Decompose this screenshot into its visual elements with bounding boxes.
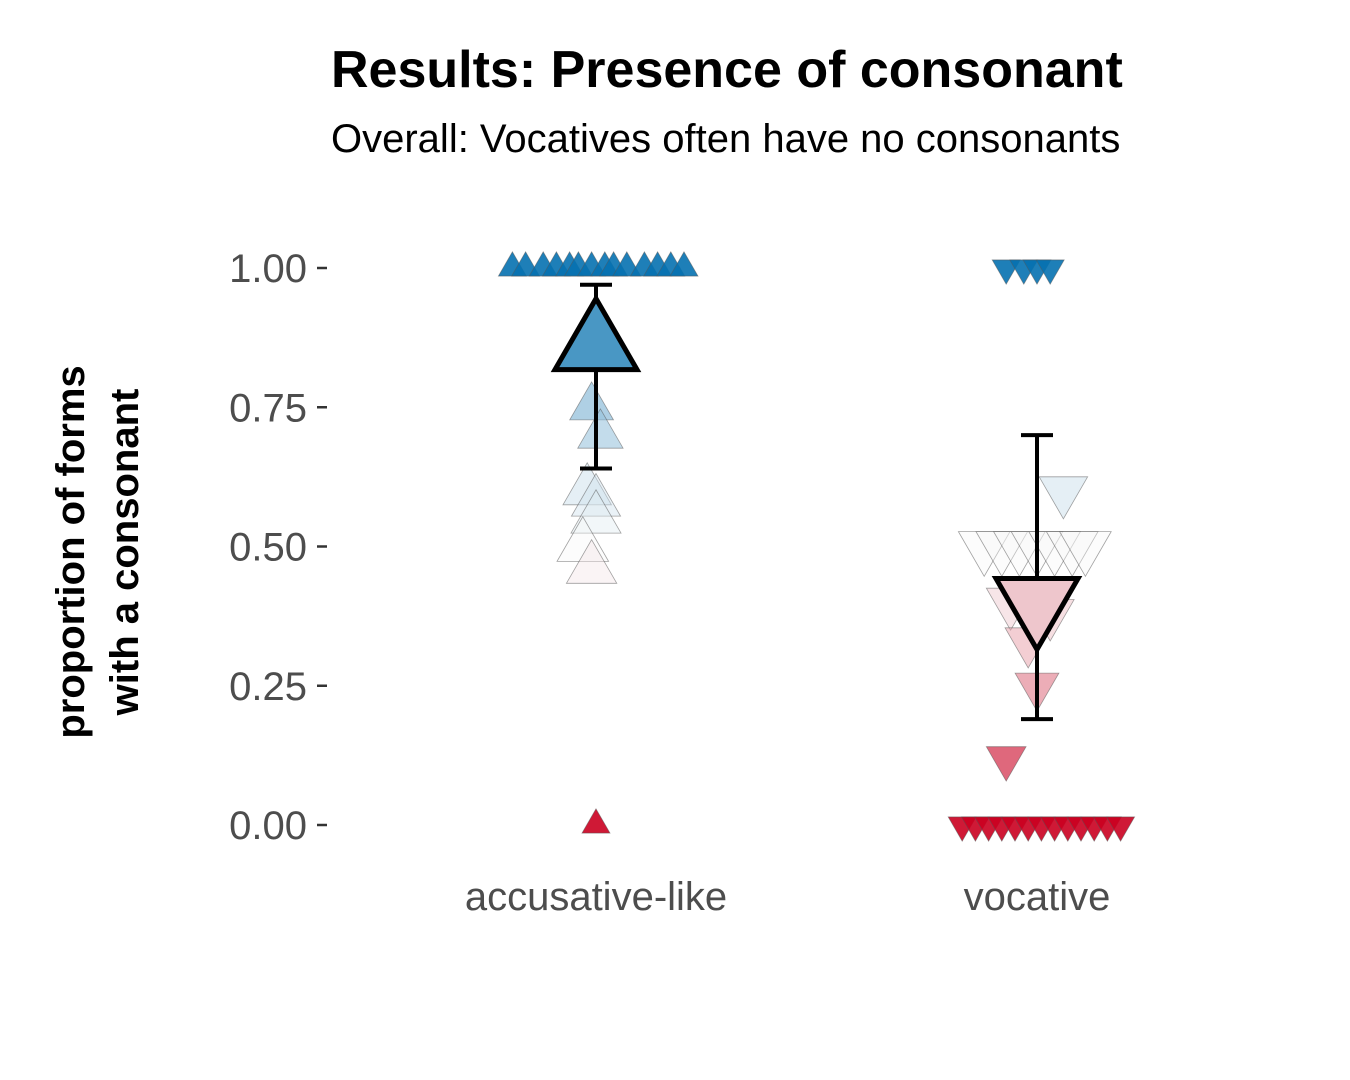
y-tick-label: 0.25 [229, 665, 307, 709]
x-axis: accusative-like vocative [465, 875, 1111, 919]
mean-marker [991, 576, 1083, 655]
data-point [556, 515, 610, 562]
data-point [577, 408, 624, 449]
y-axis: 0.00 0.25 0.50 0.75 1.00 [229, 247, 327, 848]
x-tick-label: accusative-like [465, 875, 727, 919]
data-point [565, 538, 618, 584]
y-tick-label: 0.75 [229, 386, 307, 430]
x-tick-label: vocative [964, 875, 1111, 919]
data-point [570, 488, 622, 534]
y-axis-label: proportion of forms with a consonant [49, 365, 147, 738]
data-point [581, 808, 611, 834]
summary-markers [550, 282, 1083, 722]
y-tick-label: 1.00 [229, 247, 307, 291]
data-point [1035, 259, 1065, 285]
data-point [569, 381, 615, 421]
data-point [1105, 816, 1136, 842]
y-tick-label: 0.00 [229, 804, 307, 848]
data-point [985, 746, 1027, 782]
y-axis-label-line: proportion of forms [49, 365, 93, 738]
data-point [570, 472, 622, 517]
y-tick-label: 0.50 [229, 526, 307, 570]
y-axis-label-line: with a consonant [103, 389, 147, 717]
data-point [669, 251, 699, 277]
data-point [1058, 531, 1112, 578]
mean-marker [550, 293, 642, 373]
chart-subtitle: Overall: Vocatives often have no consona… [331, 117, 1121, 161]
chart-title: Results: Presence of consonant [331, 41, 1123, 99]
data-points [497, 251, 1136, 842]
data-point [1038, 476, 1089, 520]
